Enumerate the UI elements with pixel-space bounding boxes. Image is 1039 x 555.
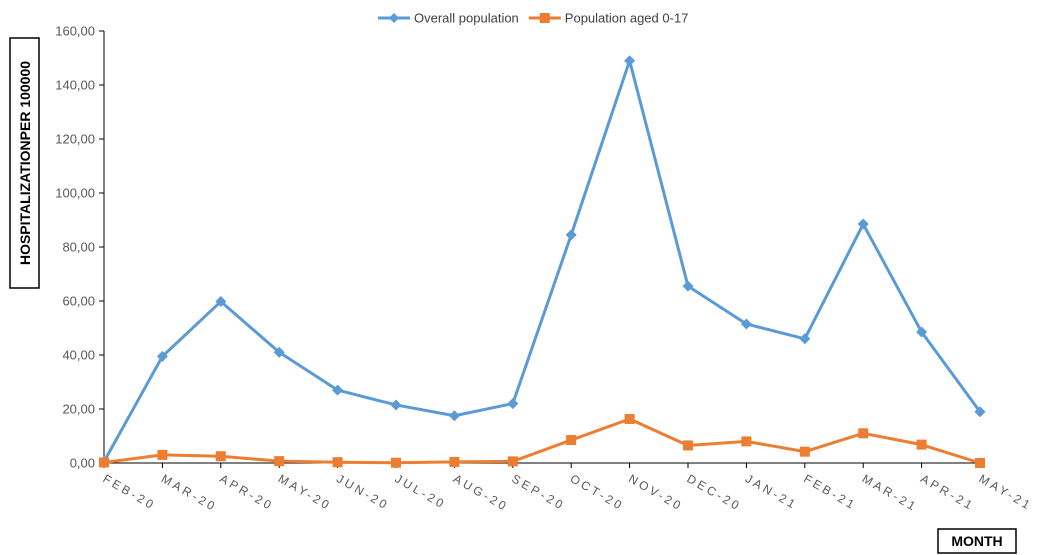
data-point-overall-population (799, 333, 810, 344)
series-overall-population (99, 55, 986, 467)
x-tick-label: MAY-21 (977, 471, 1035, 513)
y-tick-label: 0,00 (70, 456, 95, 471)
x-tick-label: AUG-20 (451, 471, 511, 514)
series-population-aged-0-17 (99, 414, 985, 468)
y-axis-title-box: HOSPITALIZATIONPER 100000 (10, 38, 39, 288)
data-point-population-aged-0-17 (917, 440, 927, 450)
x-tick-label: MAR-20 (159, 471, 220, 514)
legend-item-population-aged-0-17: Population aged 0-17 (529, 11, 689, 26)
y-tick-label: 100,00 (55, 186, 95, 201)
data-point-overall-population (858, 219, 869, 230)
data-point-population-aged-0-17 (858, 428, 868, 438)
data-point-population-aged-0-17 (975, 458, 985, 468)
data-point-overall-population (391, 399, 402, 410)
x-tick-label: APR-20 (217, 471, 276, 513)
y-axis-title: HOSPITALIZATIONPER 100000 (17, 61, 33, 265)
y-tick-label: 120,00 (55, 132, 95, 147)
data-point-population-aged-0-17 (449, 457, 459, 467)
data-point-population-aged-0-17 (625, 414, 635, 424)
x-tick-label: FEB-21 (801, 471, 859, 512)
data-point-population-aged-0-17 (741, 436, 751, 446)
legend-label: Population aged 0-17 (565, 11, 689, 26)
data-point-population-aged-0-17 (683, 440, 693, 450)
legend-item-overall-population: Overall population (378, 11, 519, 26)
x-axis-title: MONTH (951, 533, 1002, 549)
y-tick-label: 80,00 (62, 240, 95, 255)
y-tick-label: 160,00 (55, 24, 95, 39)
x-tick-label: JUN-20 (334, 471, 392, 512)
x-tick-label: FEB-20 (101, 471, 159, 512)
chart-legend: Overall population Population aged 0-17 (378, 11, 688, 26)
x-tick-label: SEP-20 (509, 471, 567, 513)
data-point-population-aged-0-17 (99, 457, 109, 467)
data-point-overall-population (449, 410, 460, 421)
x-tick-label: JAN-21 (743, 471, 800, 512)
data-point-population-aged-0-17 (274, 456, 284, 466)
x-tick-label: DEC-20 (685, 471, 745, 513)
x-tick-label: MAY-20 (276, 471, 334, 513)
data-point-population-aged-0-17 (216, 451, 226, 461)
x-tick-label: JUL-20 (393, 471, 449, 511)
legend-marker (540, 13, 550, 23)
data-point-population-aged-0-17 (391, 458, 401, 468)
y-tick-label: 60,00 (62, 294, 95, 309)
x-tick-label: OCT-20 (568, 471, 627, 513)
data-point-population-aged-0-17 (800, 447, 810, 457)
data-point-population-aged-0-17 (333, 457, 343, 467)
data-point-population-aged-0-17 (508, 456, 518, 466)
x-axis-title-box: MONTH (938, 529, 1016, 553)
data-point-overall-population (566, 229, 577, 240)
series-line-population-aged-0-17 (104, 419, 980, 463)
legend-label: Overall population (414, 11, 519, 26)
x-tick-label: NOV-20 (626, 471, 686, 513)
data-point-population-aged-0-17 (566, 435, 576, 445)
data-point-population-aged-0-17 (157, 450, 167, 460)
y-tick-label: 40,00 (62, 348, 95, 363)
y-axis-ticks: 0,00 20,00 40,00 60,00 80,00 100,00 120,00 140,… (55, 24, 104, 471)
legend-marker (389, 13, 399, 23)
series-layer (99, 55, 986, 468)
x-tick-label: APR-21 (918, 471, 977, 513)
x-tick-label: MAR-21 (860, 471, 921, 514)
y-tick-label: 140,00 (55, 78, 95, 93)
data-point-overall-population (507, 398, 518, 409)
y-tick-label: 20,00 (62, 402, 95, 417)
series-line-overall-population (104, 61, 980, 462)
data-point-overall-population (624, 55, 635, 66)
